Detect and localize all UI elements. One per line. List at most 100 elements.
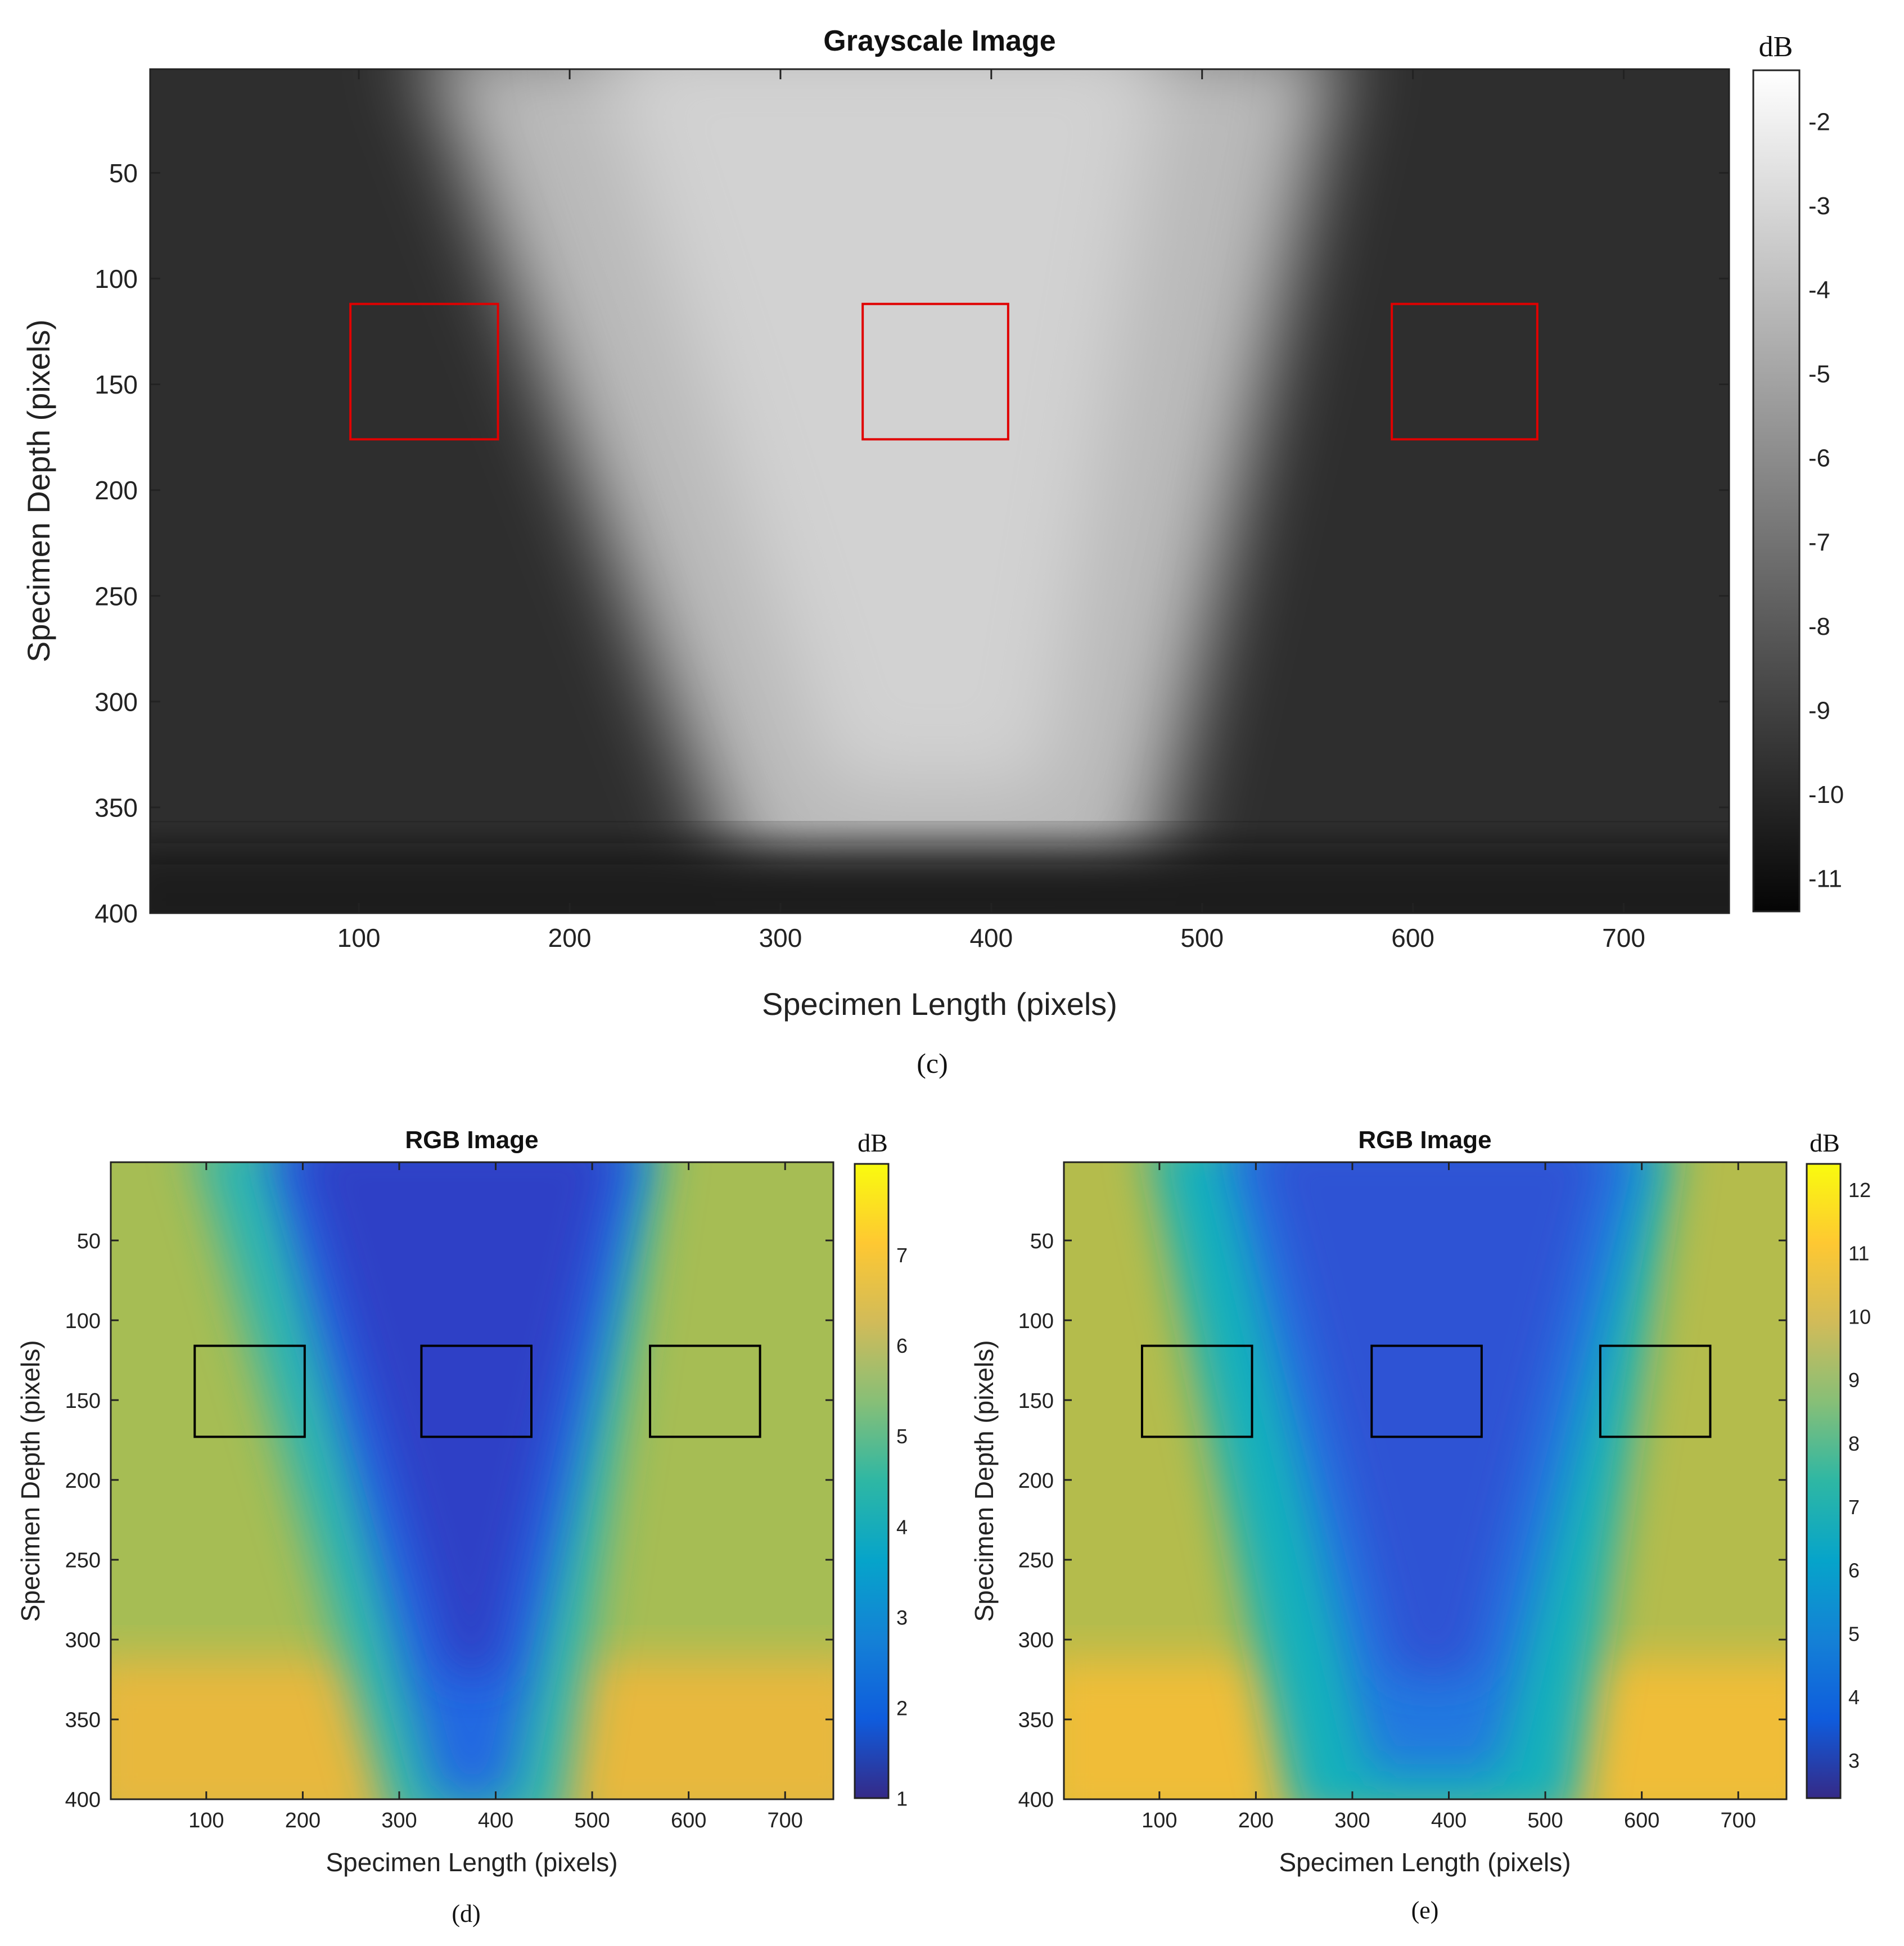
- rgb-left-y-tick-label: 200: [65, 1469, 101, 1493]
- grayscale-x-tick-label: 600: [1391, 923, 1434, 952]
- grayscale-marker-box-2: [861, 302, 1009, 441]
- grayscale-colorbar-tick-label: -10: [1808, 781, 1844, 809]
- rgb-right-colorbar-tick-label: 11: [1848, 1242, 1869, 1265]
- rgb-left-y-tick-label: 150: [65, 1389, 101, 1413]
- grayscale-colorbar-tick-label: -8: [1808, 613, 1830, 640]
- rgb-right-colorbar-tick-label: 8: [1848, 1432, 1860, 1455]
- grayscale-colorbar-tick-label: -11: [1808, 865, 1842, 893]
- rgb-right-y-tick-label: 50: [1030, 1230, 1054, 1253]
- rgb-left-x-tick-label: 400: [478, 1809, 513, 1832]
- panel-rgb-right: 100 200 300 400 500 600 7005010015020025030035…: [969, 1126, 1871, 1924]
- grayscale-colorbar-tick-label: -6: [1808, 445, 1830, 472]
- rgb-right-x-tick-label: 700: [1721, 1809, 1756, 1832]
- rgb-right-x-tick-label: 400: [1431, 1809, 1467, 1832]
- rgb-left-y-tick-label: 50: [77, 1230, 101, 1253]
- rgb-left-y-tick-label: 400: [65, 1789, 101, 1812]
- grayscale-x-tick-label: 500: [1180, 923, 1224, 952]
- rgb-left-y-tick-label: 350: [65, 1709, 101, 1732]
- rgb-left-colorbar-tick-label: 4: [896, 1515, 908, 1538]
- grayscale-colorbar-tick-label: -3: [1808, 192, 1830, 220]
- rgb-right-x-tick-label: 600: [1624, 1809, 1659, 1832]
- grayscale-y-axis-label: Specimen Depth (pixels): [21, 319, 56, 662]
- panel-rgb-left: 100 200 300 400 500 600 7005010015020025030035…: [16, 1126, 908, 1927]
- rgb-left-colorbar-tick-label: 1: [896, 1787, 908, 1810]
- rgb-right-marker-box-2: [1370, 1344, 1483, 1438]
- rgb-right-x-tick-label: 500: [1527, 1809, 1563, 1832]
- grayscale-caption: (c): [917, 1048, 948, 1079]
- rgb-right-colorbar-label: dB: [1810, 1128, 1840, 1157]
- rgb-right-colorbar-tick-label: 10: [1848, 1305, 1871, 1328]
- rgb-left-x-tick-label: 500: [574, 1809, 610, 1832]
- rgb-right-caption: (e): [1411, 1897, 1439, 1924]
- rgb-left-marker-box-2: [420, 1344, 533, 1438]
- grayscale-x-tick-label: 300: [759, 923, 802, 952]
- rgb-right-y-axis-label: Specimen Depth (pixels): [969, 1340, 999, 1622]
- grayscale-colorbar-tick-label: -5: [1808, 360, 1830, 388]
- grayscale-marker-box-1: [349, 302, 499, 441]
- rgb-left-marker-box-1: [193, 1344, 306, 1438]
- rgb-left-x-tick-label: 700: [768, 1809, 803, 1832]
- rgb-left-colorbar-tick-label: 7: [896, 1244, 908, 1267]
- rgb-left-x-tick-label: 100: [188, 1809, 224, 1832]
- rgb-left-colorbar-tick-label: 5: [896, 1425, 908, 1448]
- rgb-right-y-tick-label: 350: [1018, 1709, 1054, 1732]
- grayscale-colorbar-tick-label: -7: [1808, 529, 1830, 556]
- grayscale-colorbar: [1752, 69, 1801, 913]
- rgb-left-colorbar: [854, 1163, 890, 1799]
- rgb-left-x-axis-label: Specimen Length (pixels): [326, 1848, 617, 1877]
- rgb-right-y-tick-label: 200: [1018, 1469, 1054, 1493]
- rgb-right-colorbar-tick-label: 7: [1848, 1496, 1860, 1519]
- rgb-left-y-axis-label: Specimen Depth (pixels): [16, 1340, 45, 1622]
- rgb-left-x-tick-label: 200: [285, 1809, 321, 1832]
- grayscale-image-field: [150, 69, 1729, 913]
- rgb-left-y-tick-label: 300: [65, 1629, 101, 1652]
- grayscale-title: Grayscale Image: [823, 25, 1055, 57]
- rgb-right-colorbar-tick-label: 5: [1848, 1622, 1860, 1645]
- rgb-right-x-tick-label: 300: [1334, 1809, 1370, 1832]
- grayscale-axes-frame: [149, 68, 1730, 914]
- grayscale-x-axis-label: Specimen Length (pixels): [762, 986, 1117, 1022]
- rgb-right-colorbar: [1806, 1163, 1842, 1799]
- grayscale-y-tick-label: 300: [94, 687, 138, 716]
- rgb-left-colorbar-tick-label: 6: [896, 1334, 908, 1357]
- rgb-right-y-tick-label: 100: [1018, 1310, 1054, 1333]
- rgb-right-colorbar-tick-label: 6: [1848, 1559, 1860, 1582]
- rgb-right-x-tick-label: 100: [1142, 1809, 1177, 1832]
- rgb-right-y-tick-label: 150: [1018, 1389, 1054, 1413]
- grayscale-y-tick-label: 250: [94, 581, 138, 611]
- rgb-right-y-tick-label: 400: [1018, 1789, 1054, 1812]
- grayscale-y-tick-label: 400: [94, 899, 138, 928]
- rgb-left-y-tick-label: 100: [65, 1310, 101, 1333]
- rgb-left-colorbar-tick-label: 2: [896, 1697, 908, 1720]
- rgb-right-marker-box-3: [1599, 1344, 1712, 1438]
- rgb-left-x-tick-label: 600: [671, 1809, 706, 1832]
- grayscale-y-tick-label: 150: [94, 370, 138, 399]
- rgb-left-y-tick-label: 250: [65, 1549, 101, 1573]
- rgb-right-colorbar-tick-label: 4: [1848, 1686, 1860, 1709]
- rgb-right-y-tick-label: 300: [1018, 1629, 1054, 1652]
- grayscale-x-tick-label: 700: [1602, 923, 1645, 952]
- rgb-left-x-tick-label: 300: [381, 1809, 417, 1832]
- rgb-left-colorbar-tick-label: 3: [896, 1606, 908, 1629]
- rgb-right-colorbar-tick-label: 12: [1848, 1179, 1871, 1202]
- grayscale-x-tick-label: 100: [337, 923, 381, 952]
- panel-grayscale: 100 200 300 400 500 600 700 50 100 150 200 250 300 35…: [21, 25, 1844, 1079]
- rgb-left-image-field: [111, 1162, 833, 1799]
- grayscale-y-tick-label: 100: [94, 264, 138, 294]
- rgb-right-marker-box-1: [1140, 1344, 1253, 1438]
- grayscale-y-tick-label: 350: [94, 793, 138, 822]
- rgb-left-marker-box-3: [649, 1344, 761, 1438]
- grayscale-colorbar-tick-label: -2: [1808, 108, 1830, 136]
- rgb-right-title: RGB Image: [1358, 1126, 1491, 1154]
- rgb-left-caption: (d): [452, 1900, 480, 1927]
- rgb-right-colorbar-tick-label: 9: [1848, 1369, 1860, 1392]
- grayscale-x-tick-label: 400: [969, 923, 1013, 952]
- rgb-right-x-tick-label: 200: [1238, 1809, 1274, 1832]
- rgb-right-image-field: [1064, 1162, 1786, 1799]
- grayscale-colorbar-label: dB: [1759, 31, 1793, 63]
- rgb-right-y-tick-label: 250: [1018, 1549, 1054, 1573]
- grayscale-x-tick-label: 200: [548, 923, 592, 952]
- grayscale-y-tick-label: 200: [94, 476, 138, 505]
- rgb-right-colorbar-tick-label: 3: [1848, 1749, 1860, 1772]
